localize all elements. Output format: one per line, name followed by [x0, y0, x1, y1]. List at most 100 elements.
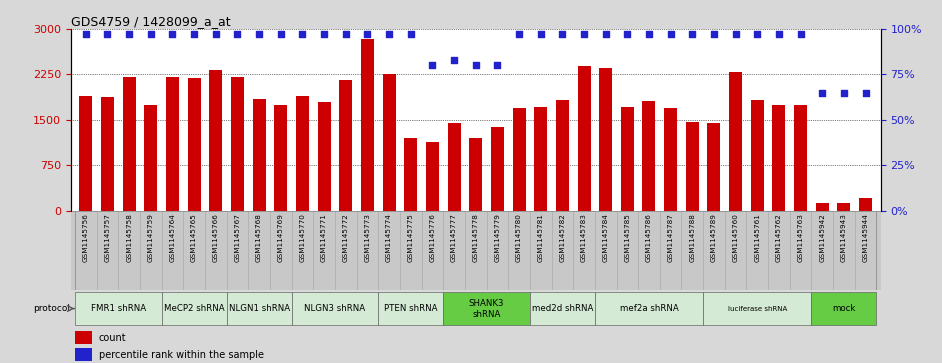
Text: GSM1145760: GSM1145760: [733, 213, 739, 262]
Text: FMR1 shRNA: FMR1 shRNA: [90, 304, 146, 313]
Bar: [75, 292, 162, 325]
Bar: [577, 66, 591, 211]
Bar: [703, 211, 724, 290]
Bar: [209, 70, 222, 211]
Point: [187, 32, 202, 37]
Text: GSM1145770: GSM1145770: [300, 213, 305, 262]
Bar: [227, 292, 292, 325]
Bar: [422, 211, 444, 290]
Bar: [599, 68, 612, 211]
Bar: [534, 107, 547, 211]
Bar: [816, 203, 829, 211]
Bar: [166, 77, 179, 211]
Bar: [252, 99, 266, 211]
Point: [295, 32, 310, 37]
Text: GSM1145786: GSM1145786: [646, 213, 652, 262]
Text: GSM1145943: GSM1145943: [841, 213, 847, 262]
Text: GSM1145765: GSM1145765: [191, 213, 197, 262]
Point: [447, 57, 462, 63]
Point: [642, 32, 657, 37]
Bar: [274, 105, 287, 211]
Bar: [529, 292, 594, 325]
Point: [577, 32, 592, 37]
Text: PTEN shRNA: PTEN shRNA: [384, 304, 437, 313]
Text: GSM1145768: GSM1145768: [256, 213, 262, 262]
Point: [663, 32, 678, 37]
Text: GSM1145772: GSM1145772: [343, 213, 349, 262]
Bar: [231, 77, 244, 211]
Point: [317, 32, 332, 37]
Bar: [444, 211, 465, 290]
Bar: [811, 211, 833, 290]
Point: [252, 32, 267, 37]
Bar: [491, 127, 504, 211]
Text: med2d shRNA: med2d shRNA: [531, 304, 593, 313]
Text: GSM1145758: GSM1145758: [126, 213, 132, 262]
Point: [815, 90, 830, 95]
Bar: [187, 78, 201, 211]
Bar: [75, 331, 92, 344]
Point: [468, 62, 483, 68]
Point: [490, 62, 505, 68]
Bar: [638, 211, 659, 290]
Text: GSM1145756: GSM1145756: [83, 213, 89, 262]
Point: [555, 32, 570, 37]
Text: GSM1145783: GSM1145783: [581, 213, 587, 262]
Text: GSM1145780: GSM1145780: [516, 213, 522, 262]
Text: GSM1145785: GSM1145785: [625, 213, 630, 262]
Bar: [794, 105, 807, 211]
Bar: [751, 101, 764, 211]
Text: MeCP2 shRNA: MeCP2 shRNA: [164, 304, 224, 313]
Text: GSM1145766: GSM1145766: [213, 213, 219, 262]
Text: protocol: protocol: [33, 304, 71, 313]
Bar: [444, 292, 529, 325]
Text: NLGN3 shRNA: NLGN3 shRNA: [304, 304, 365, 313]
Bar: [119, 211, 140, 290]
Point: [403, 32, 418, 37]
Bar: [686, 122, 699, 211]
Text: GSM1145763: GSM1145763: [798, 213, 804, 262]
Bar: [184, 211, 205, 290]
Text: GSM1145774: GSM1145774: [386, 213, 392, 262]
Bar: [486, 211, 508, 290]
Text: GSM1145759: GSM1145759: [148, 213, 154, 262]
Bar: [573, 211, 594, 290]
Bar: [594, 292, 703, 325]
Bar: [659, 211, 681, 290]
Point: [78, 32, 93, 37]
Bar: [768, 211, 789, 290]
Point: [165, 32, 180, 37]
Bar: [512, 108, 526, 211]
Text: GSM1145761: GSM1145761: [755, 213, 760, 262]
Bar: [382, 74, 396, 211]
Bar: [162, 292, 227, 325]
Point: [685, 32, 700, 37]
Text: GSM1145782: GSM1145782: [560, 213, 565, 262]
Bar: [642, 101, 656, 211]
Point: [512, 32, 527, 37]
Bar: [707, 123, 721, 211]
Bar: [79, 95, 92, 211]
Bar: [270, 211, 292, 290]
Point: [382, 32, 397, 37]
Bar: [616, 211, 638, 290]
Point: [273, 32, 288, 37]
Text: GSM1145771: GSM1145771: [321, 213, 327, 262]
Text: luciferase shRNA: luciferase shRNA: [727, 306, 787, 311]
Bar: [789, 211, 811, 290]
Bar: [664, 108, 677, 211]
Bar: [122, 77, 136, 211]
Point: [706, 32, 722, 37]
Text: GSM1145776: GSM1145776: [430, 213, 435, 262]
Bar: [162, 211, 184, 290]
Point: [750, 32, 765, 37]
Bar: [426, 142, 439, 211]
Bar: [205, 211, 227, 290]
Bar: [621, 107, 634, 211]
Bar: [465, 211, 486, 290]
Bar: [404, 138, 417, 211]
Point: [230, 32, 245, 37]
Bar: [140, 211, 162, 290]
Bar: [357, 211, 379, 290]
Point: [360, 32, 375, 37]
